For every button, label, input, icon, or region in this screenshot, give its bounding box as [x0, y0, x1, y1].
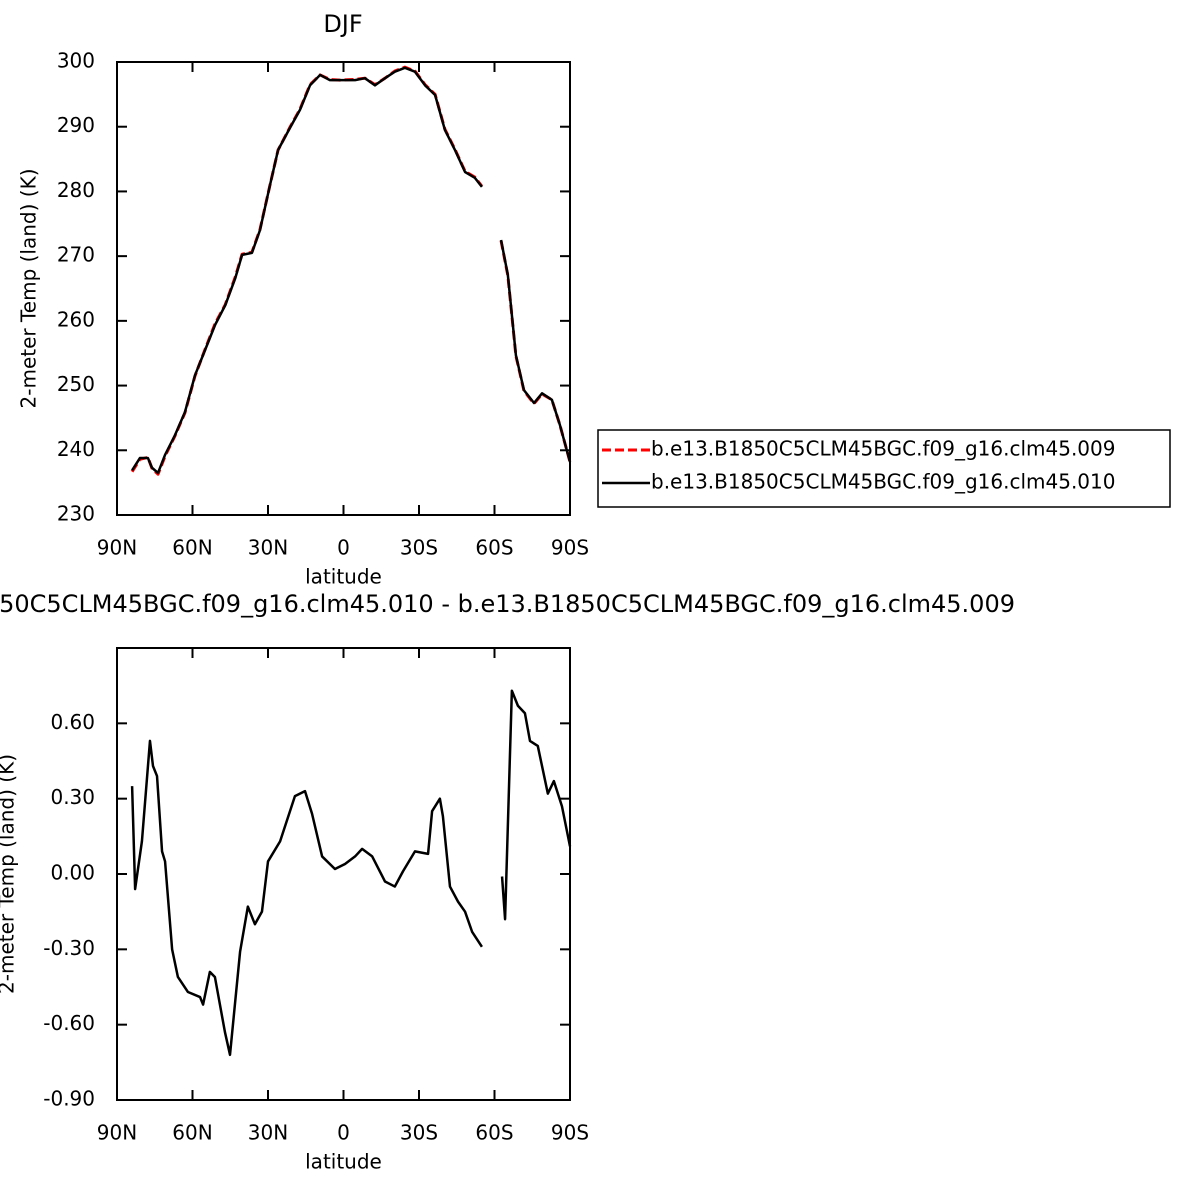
y-tick-label: 290 — [57, 113, 95, 137]
y-tick-label: -0.90 — [43, 1087, 95, 1111]
x-tick-label: 90N — [97, 1121, 137, 1145]
x-tick-label: 60S — [475, 1121, 513, 1145]
plot-frame — [116, 647, 571, 1101]
legend-label: b.e13.B1850C5CLM45BGC.f09_g16.clm45.009 — [651, 437, 1115, 461]
y-tick-label: 240 — [57, 437, 95, 461]
y-axis-label: 2-meter Temp (land) (K) — [17, 169, 41, 409]
legend-label: b.e13.B1850C5CLM45BGC.f09_g16.clm45.010 — [651, 470, 1115, 494]
y-tick-label: 0.00 — [50, 861, 95, 885]
data-line — [130, 65, 572, 476]
x-tick-label: 30N — [248, 1121, 288, 1145]
y-tick-label: 230 — [57, 502, 95, 526]
x-tick-label: 90S — [551, 536, 589, 560]
y-tick-label: 0.30 — [50, 785, 95, 809]
data-line — [130, 689, 572, 1057]
x-axis-label: latitude — [305, 565, 382, 589]
y-tick-label: 250 — [57, 372, 95, 396]
x-tick-label: 30N — [248, 536, 288, 560]
x-tick-label: 0 — [337, 536, 350, 560]
y-axis-label: 2-meter Temp (land) (K) — [0, 754, 19, 994]
y-tick-label: -0.30 — [43, 936, 95, 960]
legend-box — [597, 429, 1171, 508]
y-tick-label: 270 — [57, 243, 95, 267]
x-tick-label: 30S — [400, 1121, 438, 1145]
x-tick-label: 60N — [172, 536, 212, 560]
y-tick-label: 280 — [57, 178, 95, 202]
data-line — [131, 66, 572, 475]
x-tick-label: 90N — [97, 536, 137, 560]
x-tick-label: 0 — [337, 1121, 350, 1145]
x-axis-label: latitude — [305, 1150, 382, 1174]
x-tick-label: 30S — [400, 536, 438, 560]
x-tick-label: 90S — [551, 1121, 589, 1145]
x-tick-label: 60S — [475, 536, 513, 560]
chart-title: b.e13.B1850C5CLM45BGC.f09_g16.clm45.010 … — [0, 590, 1015, 618]
chart-title: DJF — [323, 10, 362, 38]
y-tick-label: 0.60 — [50, 710, 95, 734]
y-tick-label: 260 — [57, 307, 95, 331]
y-tick-label: -0.60 — [43, 1011, 95, 1035]
y-tick-label: 300 — [57, 49, 95, 73]
plot-frame — [116, 61, 571, 516]
x-tick-label: 60N — [172, 1121, 212, 1145]
